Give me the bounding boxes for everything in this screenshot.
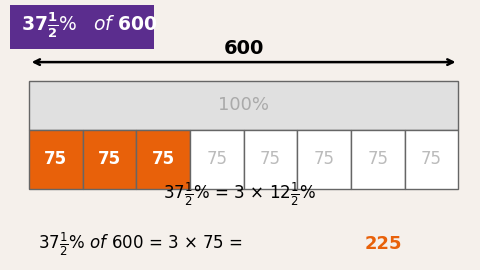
Bar <box>244 130 297 189</box>
Text: 75: 75 <box>421 150 442 168</box>
Text: 75: 75 <box>313 150 335 168</box>
Bar <box>297 130 351 189</box>
Bar <box>351 130 405 189</box>
Text: 75: 75 <box>260 150 281 168</box>
FancyBboxPatch shape <box>10 5 154 49</box>
Bar <box>405 130 458 189</box>
Bar <box>136 130 190 189</box>
Text: 75: 75 <box>152 150 175 168</box>
Text: 75: 75 <box>206 150 227 168</box>
Bar <box>83 130 136 189</box>
Text: 225: 225 <box>365 235 402 253</box>
Text: 75: 75 <box>367 150 388 168</box>
Text: $37\frac{1}{2}$% $\it{of}$ 600 = 3 × 75 =: $37\frac{1}{2}$% $\it{of}$ 600 = 3 × 75 … <box>38 231 245 258</box>
Bar <box>29 81 458 130</box>
Text: 75: 75 <box>44 150 67 168</box>
Text: $\mathbf{37\frac{1}{2}}$%: $\mathbf{37\frac{1}{2}}$% <box>21 10 79 40</box>
Text: 75: 75 <box>98 150 121 168</box>
Text: 600: 600 <box>223 39 264 58</box>
Text: $37\frac{1}{2}$% = 3 × $12\frac{1}{2}$%: $37\frac{1}{2}$% = 3 × $12\frac{1}{2}$% <box>163 181 317 208</box>
Bar <box>29 130 83 189</box>
Text: $\it{of}$ $\mathbf{600}$: $\it{of}$ $\mathbf{600}$ <box>93 15 157 34</box>
Text: 100%: 100% <box>218 96 269 114</box>
Bar <box>190 130 244 189</box>
